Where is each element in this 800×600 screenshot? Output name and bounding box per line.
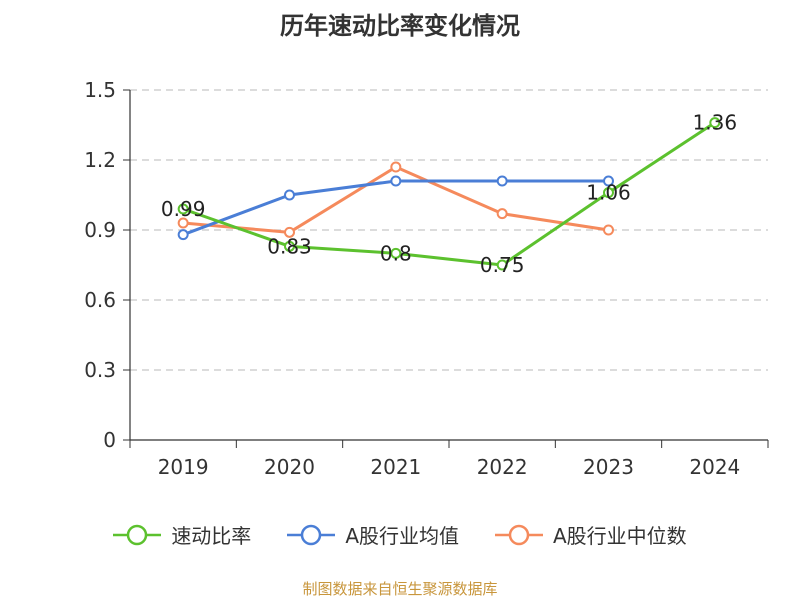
data-point: [284, 226, 295, 238]
source-note: 制图数据来自恒生聚源数据库: [302, 580, 498, 598]
legend-line-orange-icon: [495, 524, 543, 545]
y-tick-label: 0.6: [84, 288, 116, 312]
legend: 速动比率 A股行业均值 A股行业中位数: [0, 520, 800, 549]
data-point: [177, 203, 189, 215]
data-point: [496, 208, 508, 220]
x-tick-label: 2019: [158, 455, 209, 479]
y-tick-label: 0.9: [84, 218, 116, 242]
legend-label-industry-median: A股行业中位数: [553, 524, 687, 548]
data-point: [177, 217, 189, 229]
chart-title: 历年速动比率变化情况: [280, 12, 520, 40]
y-tick-label: 0: [103, 428, 116, 452]
legend-line-blue-icon: [287, 524, 336, 545]
legend-line-green-icon: [113, 524, 162, 545]
data-point: [284, 189, 295, 201]
data-point: [390, 161, 402, 173]
x-tick-label: 2021: [370, 455, 421, 479]
data-point: [603, 224, 614, 236]
legend-label-quick-ratio: 速动比率: [171, 524, 252, 548]
data-point: [603, 187, 614, 199]
data-point: [496, 175, 508, 187]
y-tick-label: 1.2: [84, 148, 116, 172]
x-tick-label: 2023: [583, 455, 634, 479]
x-tick-label: 2020: [264, 455, 315, 479]
data-point: [390, 175, 402, 187]
legend-item-industry-median[interactable]: A股行业中位数: [495, 520, 687, 549]
data-label: 1.36: [693, 111, 738, 135]
legend-label-industry-mean: A股行业均值: [345, 524, 459, 548]
data-point: [284, 240, 295, 252]
data-label: 1.06: [586, 181, 631, 205]
series-line: [182, 121, 716, 267]
series-layer: [177, 117, 721, 271]
data-label: 0.99: [161, 197, 206, 221]
legend-item-industry-mean[interactable]: A股行业均值: [287, 520, 459, 549]
y-tick-label: 0.3: [84, 358, 116, 382]
data-label: 0.8: [380, 241, 412, 265]
x-tick-label: 2024: [689, 455, 740, 479]
data-point: [709, 117, 721, 129]
data-point: [603, 175, 614, 187]
axes: 0 0.3 0.6 0.9 1.2 1.5 2019 2020 2021 2022 2023 2024: [84, 78, 769, 479]
x-tick-label: 2022: [477, 455, 528, 479]
y-tick-label: 1.5: [84, 78, 116, 102]
data-label: 0.75: [480, 253, 525, 277]
grid-lines: [130, 89, 768, 371]
data-labels: 0.99 0.83 0.8 0.75 1.06 1.36: [161, 111, 737, 277]
data-point: [177, 229, 189, 241]
data-label: 0.83: [267, 234, 312, 258]
series-line: [182, 179, 609, 237]
data-point: [390, 247, 402, 259]
data-point: [496, 259, 508, 271]
legend-item-quick-ratio[interactable]: 速动比率: [113, 520, 251, 549]
